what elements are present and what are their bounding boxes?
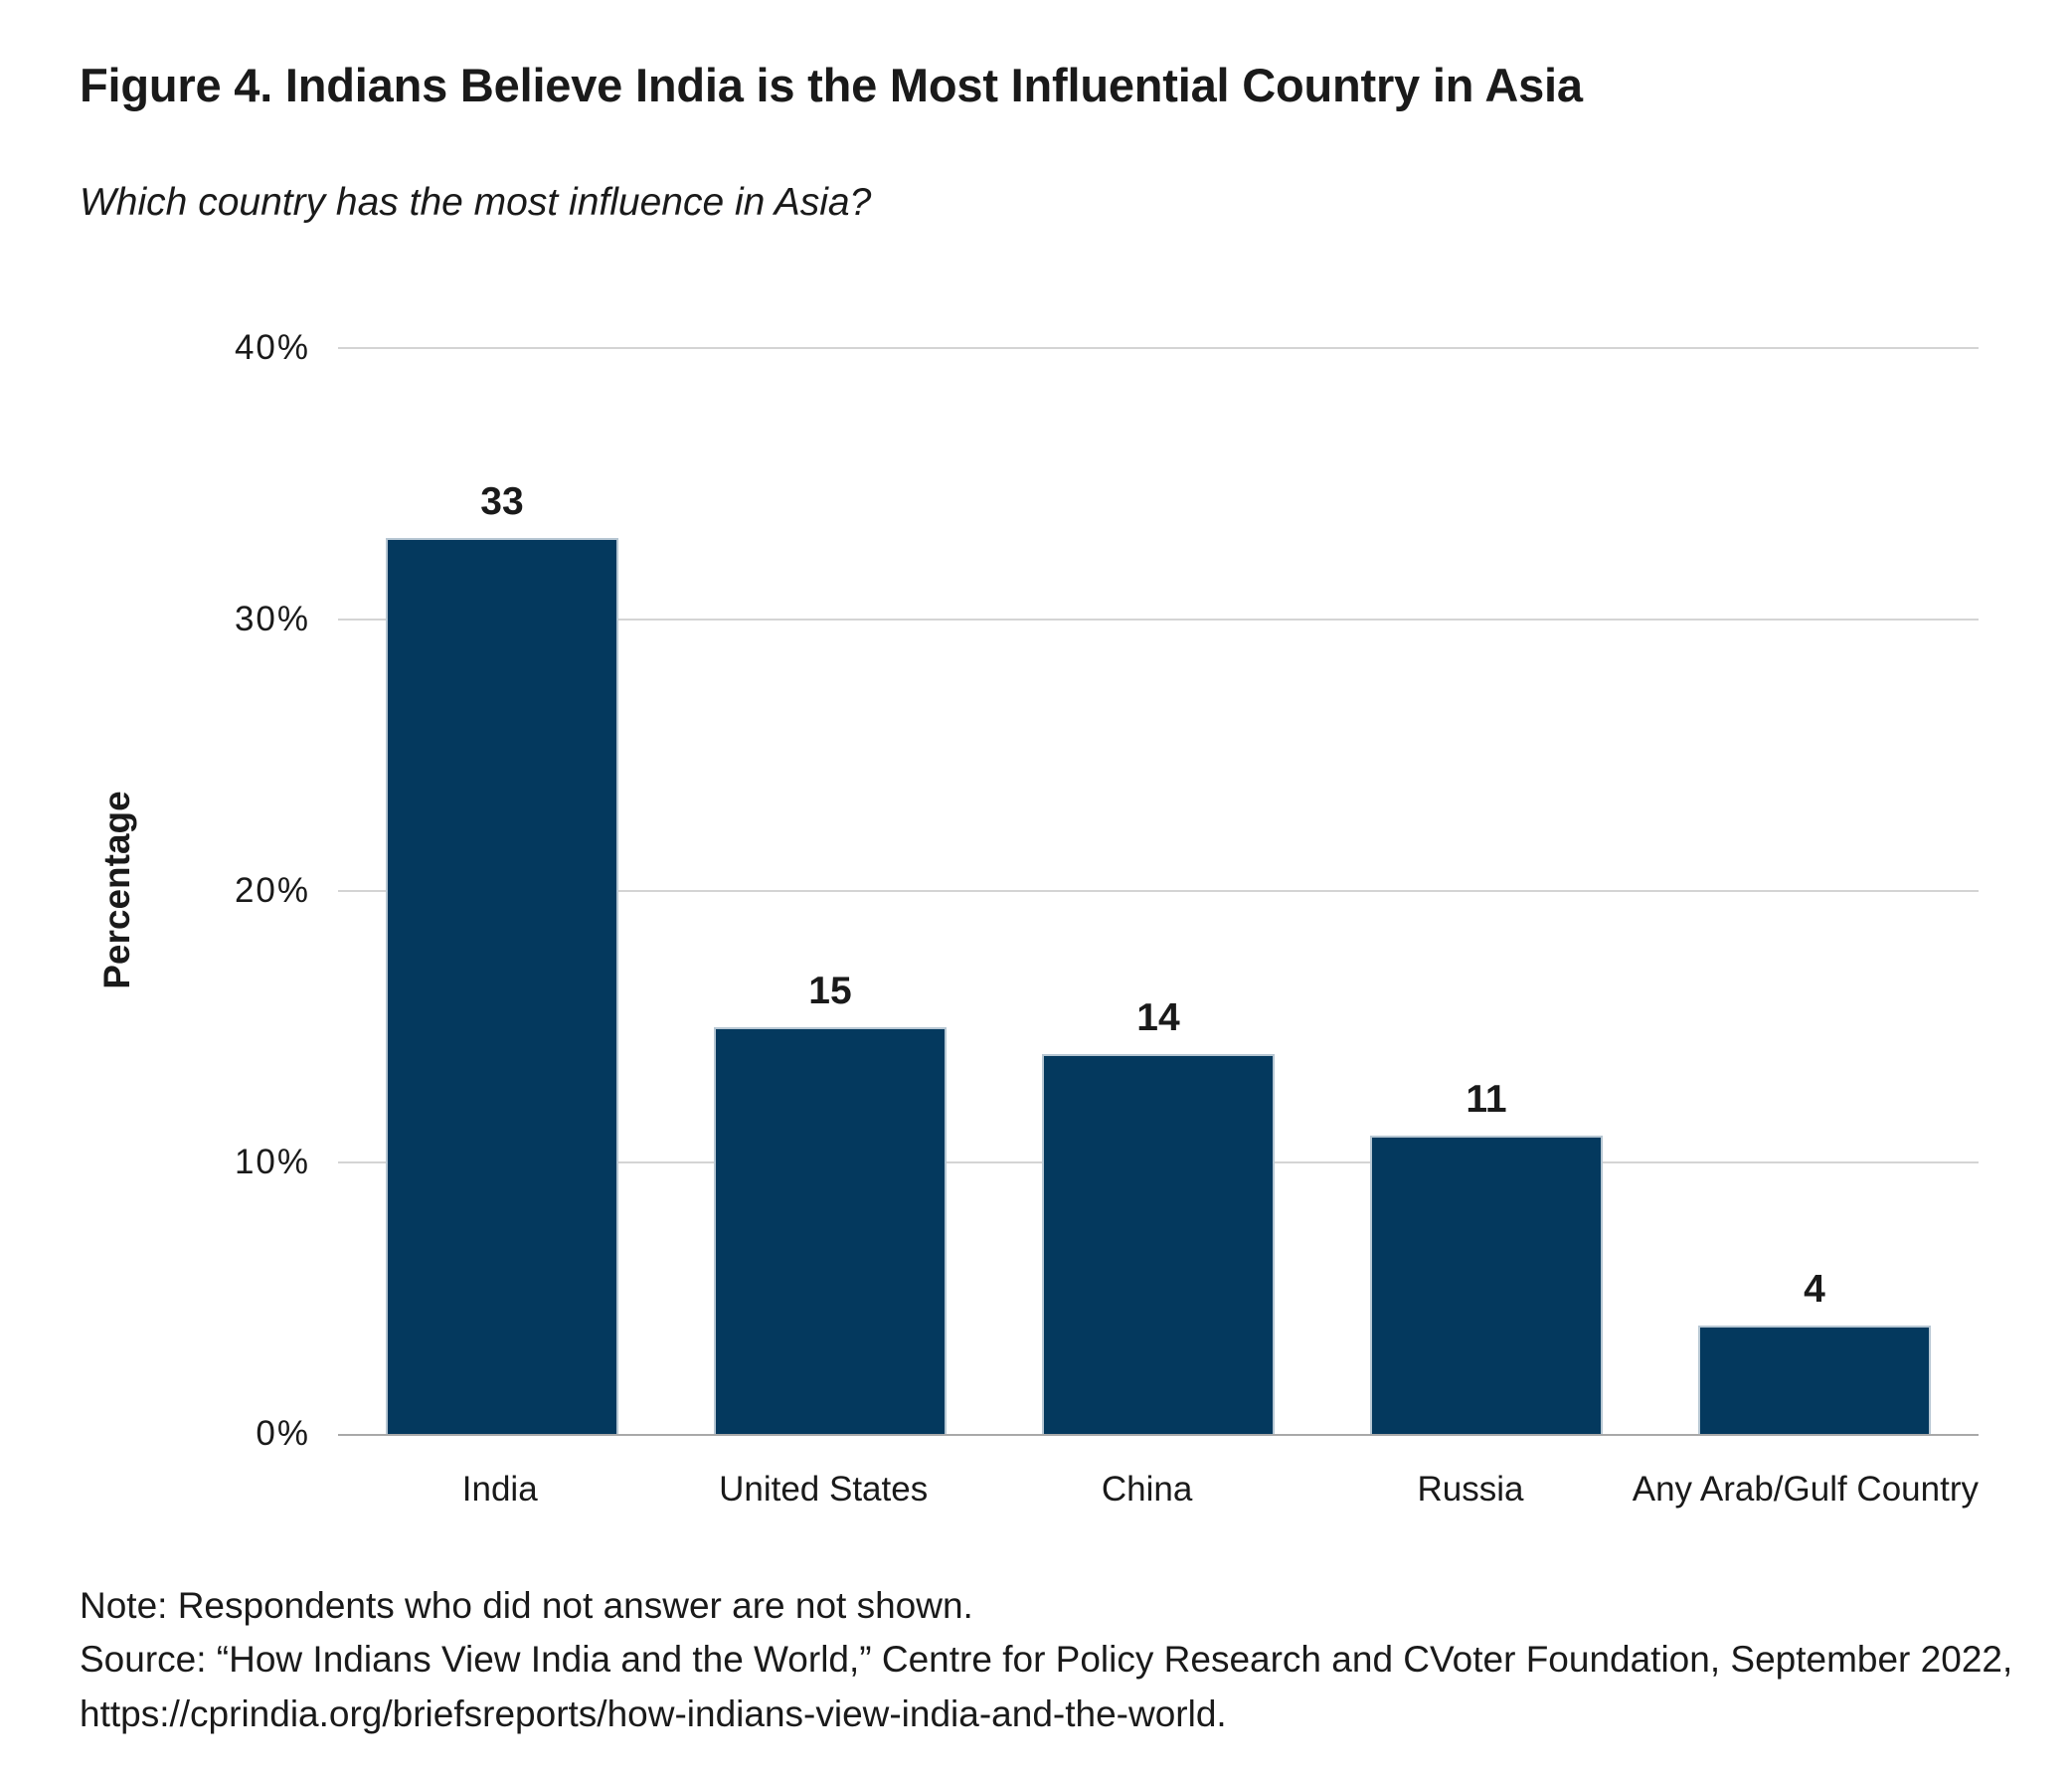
x-category-label: Russia xyxy=(1417,1470,1524,1509)
gridline xyxy=(338,890,1979,892)
x-category-label: Any Arab/Gulf Country xyxy=(1632,1470,1979,1509)
x-category-label: India xyxy=(461,1470,538,1509)
bar-value-label: 14 xyxy=(1136,995,1180,1039)
bar xyxy=(1041,1053,1276,1434)
y-tick-label: 10% xyxy=(234,1143,310,1181)
figure-subtitle: Which country has the most influence in … xyxy=(80,181,872,224)
y-tick-label: 20% xyxy=(234,871,310,910)
bar-slot: 14 xyxy=(994,348,1322,1434)
bar-value-label: 4 xyxy=(1804,1267,1825,1311)
bar-slot: 4 xyxy=(1650,348,1979,1434)
bars-row: 33 15 14 11 4 xyxy=(338,348,1979,1434)
y-tick-label: 40% xyxy=(234,328,310,367)
footnotes: Note: Respondents who did not answer are… xyxy=(80,1579,2012,1741)
plot-area: 0% 10% 20% 30% 40% 33 15 14 11 4 xyxy=(235,328,1979,1453)
source-url-line: https://cprindia.org/briefsreports/how-i… xyxy=(80,1692,1227,1734)
note-line: Note: Respondents who did not answer are… xyxy=(80,1585,973,1626)
gridline xyxy=(338,347,1979,349)
y-axis-title: Percentage xyxy=(96,791,137,989)
y-tick-label: 30% xyxy=(234,600,310,638)
bar-value-label: 33 xyxy=(480,480,524,524)
x-category-label: United States xyxy=(719,1470,929,1509)
bar-slot: 15 xyxy=(666,348,994,1434)
bar-slot: 33 xyxy=(338,348,666,1434)
figure-title: Figure 4. Indians Believe India is the M… xyxy=(80,59,1583,111)
source-line: Source: “How Indians View India and the … xyxy=(80,1639,2013,1681)
gridline xyxy=(338,619,1979,621)
y-tick-label: 0% xyxy=(256,1414,310,1453)
bar xyxy=(1369,1135,1604,1434)
bar xyxy=(713,1026,948,1434)
bar-value-label: 11 xyxy=(1466,1077,1507,1121)
x-axis-labels: India United States China Russia Any Arab/Gu… xyxy=(338,1470,1979,1510)
bar-slot: 11 xyxy=(1322,348,1650,1434)
x-category-label: China xyxy=(1101,1470,1193,1509)
bar-value-label: 15 xyxy=(808,969,852,1012)
bar xyxy=(385,538,619,1434)
bar xyxy=(1697,1325,1932,1434)
